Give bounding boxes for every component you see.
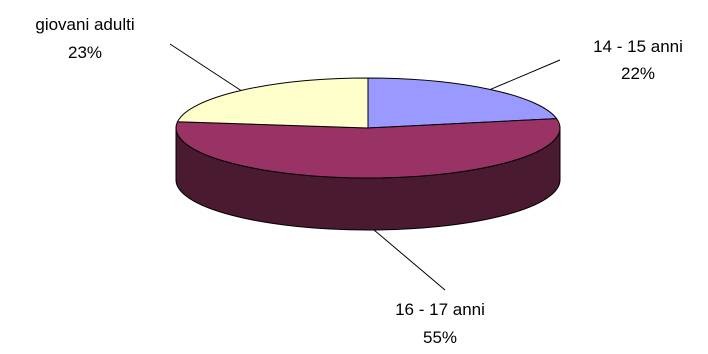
pie-slices (175, 77, 561, 179)
slice-14-15-anni (367, 77, 558, 129)
leader-lines (169, 43, 561, 291)
slice-label-14-15-anni: 14 - 15 anni (593, 37, 683, 56)
leader-line-giovani-adulti (169, 43, 242, 91)
slice-value-14-15-anni: 22% (621, 64, 655, 83)
slice-16-17-anni (175, 118, 561, 179)
slice-label-16-17-anni: 16 - 17 anni (395, 300, 485, 319)
leader-line-16-17-anni (373, 229, 446, 291)
slice-label-giovani-adulti: giovani adulti (35, 15, 134, 34)
slice-value-giovani-adulti: 23% (68, 43, 102, 62)
leader-line-14-15-anni (490, 59, 561, 90)
data-labels: 14 - 15 anni 22% 16 - 17 anni 55% giovan… (35, 15, 683, 347)
slice-giovani-adulti (176, 77, 369, 129)
slice-value-16-17-anni: 55% (423, 328, 457, 347)
